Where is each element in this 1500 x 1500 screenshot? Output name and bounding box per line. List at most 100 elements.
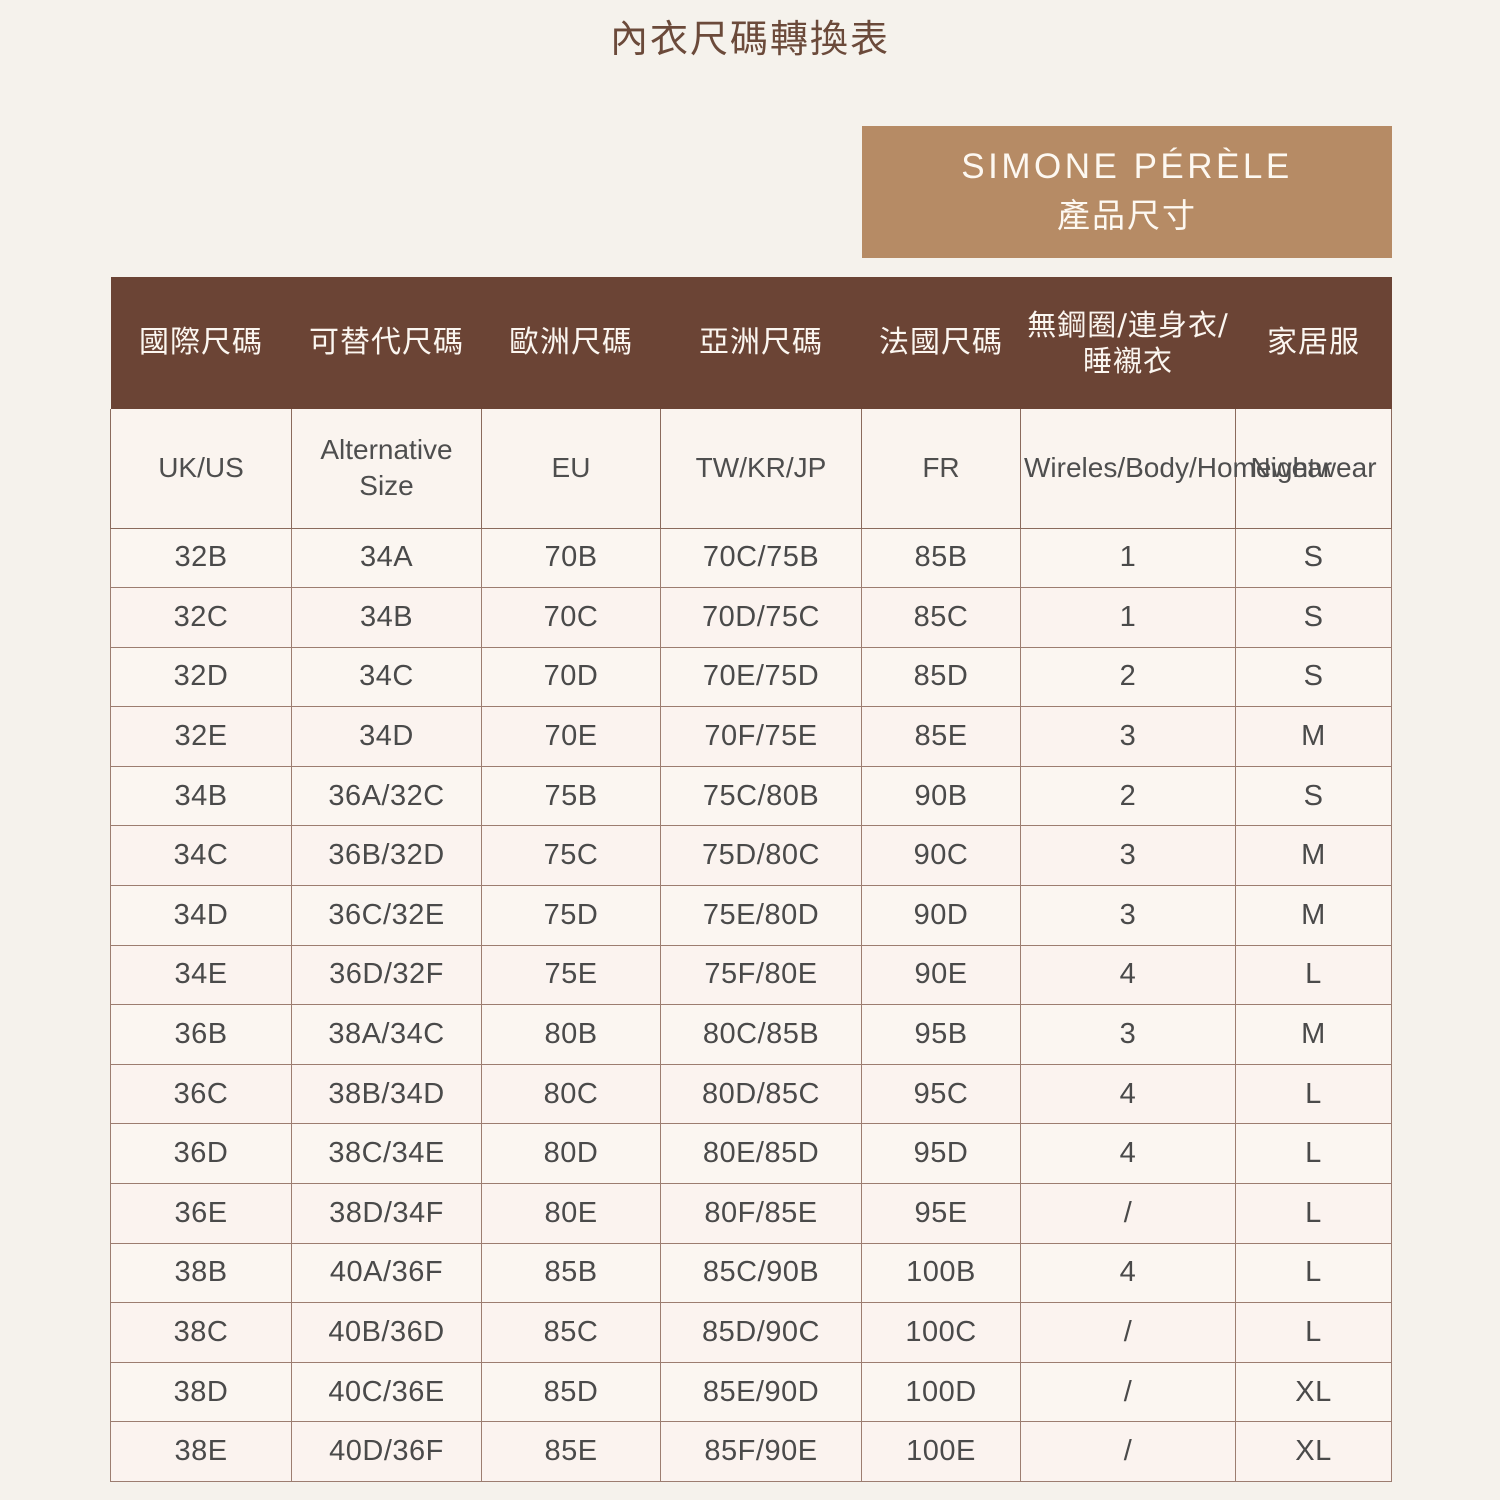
cell-alternative: 38A/34C — [291, 1004, 482, 1065]
cell-fr: 95C — [861, 1063, 1021, 1125]
table-head: 國際尺碼 可替代尺碼 歐洲尺碼 亞洲尺碼 法國尺碼 無鋼圈/連身衣/睡襯衣 家居… — [110, 277, 1392, 529]
cell-tw-kr-jp: 80F/85E — [660, 1183, 862, 1244]
cell-fr: 85D — [861, 646, 1021, 708]
cell-tw-kr-jp: 80E/85D — [660, 1123, 862, 1185]
cell-eu: 75E — [481, 944, 661, 1006]
cell-wireless-body-homewear: 4 — [1020, 1242, 1236, 1304]
brand-name: SIMONE PÉRÈLE — [961, 147, 1293, 186]
cell-wireless-body-homewear: / — [1020, 1361, 1236, 1423]
table-row: 36D 38C/34E 80D 80E/85D 95D 4 L — [110, 1123, 1392, 1185]
cell-wireless-body-homewear: 3 — [1020, 706, 1236, 767]
header-asian-size: 亞洲尺碼 — [660, 277, 862, 409]
cell-nightwear: S — [1235, 587, 1392, 648]
brand-subtitle: 產品尺寸 — [1057, 196, 1197, 235]
table-row: 38E 40D/36F 85E 85F/90E 100E / XL — [110, 1421, 1392, 1482]
cell-tw-kr-jp: 80D/85C — [660, 1063, 862, 1125]
cell-uk-us: 34C — [110, 825, 292, 887]
cell-uk-us: 36C — [110, 1063, 292, 1125]
cell-fr: 90C — [861, 825, 1021, 887]
cell-fr: 90B — [861, 765, 1021, 827]
cell-wireless-body-homewear: 1 — [1020, 587, 1236, 648]
subheader-wireless-body-homewear: Wireles/Body/Homewear — [1020, 409, 1332, 529]
cell-uk-us: 36D — [110, 1123, 292, 1185]
cell-nightwear: M — [1235, 825, 1392, 887]
subheader-tw-kr-jp: TW/KR/JP — [660, 409, 862, 529]
cell-tw-kr-jp: 75C/80B — [660, 765, 862, 827]
subheader-fr: FR — [861, 409, 1021, 529]
cell-alternative: 34B — [291, 587, 482, 648]
cell-alternative: 40B/36D — [291, 1302, 482, 1363]
table-row: 32B 34A 70B 70C/75B 85B 1 S — [110, 527, 1392, 589]
header-alternative-size: 可替代尺碼 — [291, 277, 482, 409]
cell-eu: 70D — [481, 646, 661, 708]
cell-tw-kr-jp: 85F/90E — [660, 1421, 862, 1482]
cell-eu: 80B — [481, 1004, 661, 1065]
cell-nightwear: M — [1235, 1004, 1392, 1065]
cell-fr: 100D — [861, 1361, 1021, 1423]
cell-eu: 75D — [481, 885, 661, 946]
cell-wireless-body-homewear: 3 — [1020, 825, 1236, 887]
cell-eu: 75B — [481, 765, 661, 827]
table-row: 36B 38A/34C 80B 80C/85B 95B 3 M — [110, 1004, 1392, 1065]
cell-nightwear: L — [1235, 1183, 1392, 1244]
header-homewear: 家居服 — [1235, 277, 1392, 409]
cell-alternative: 36D/32F — [291, 944, 482, 1006]
cell-alternative: 36C/32E — [291, 885, 482, 946]
header-international-size: 國際尺碼 — [110, 277, 292, 409]
cell-alternative: 40C/36E — [291, 1361, 482, 1423]
cell-uk-us: 38C — [110, 1302, 292, 1363]
subheader-uk-us: UK/US — [110, 409, 292, 529]
cell-nightwear: M — [1235, 885, 1392, 946]
cell-fr: 95E — [861, 1183, 1021, 1244]
cell-eu: 85B — [481, 1242, 661, 1304]
subheader-eu: EU — [481, 409, 661, 529]
cell-fr: 85B — [861, 527, 1021, 589]
cell-alternative: 34C — [291, 646, 482, 708]
table-row: 36E 38D/34F 80E 80F/85E 95E / L — [110, 1183, 1392, 1244]
cell-fr: 100E — [861, 1421, 1021, 1482]
cell-wireless-body-homewear: 2 — [1020, 765, 1236, 827]
cell-tw-kr-jp: 70D/75C — [660, 587, 862, 648]
cell-eu: 80E — [481, 1183, 661, 1244]
cell-nightwear: L — [1235, 1302, 1392, 1363]
table-row: 32E 34D 70E 70F/75E 85E 3 M — [110, 706, 1392, 767]
cell-uk-us: 36B — [110, 1004, 292, 1065]
header-european-size: 歐洲尺碼 — [481, 277, 661, 409]
cell-tw-kr-jp: 75E/80D — [660, 885, 862, 946]
cell-tw-kr-jp: 75D/80C — [660, 825, 862, 887]
table-row: 34C 36B/32D 75C 75D/80C 90C 3 M — [110, 825, 1392, 887]
cell-wireless-body-homewear: 2 — [1020, 646, 1236, 708]
cell-uk-us: 34E — [110, 944, 292, 1006]
cell-wireless-body-homewear: 3 — [1020, 1004, 1236, 1065]
cell-uk-us: 32E — [110, 706, 292, 767]
size-conversion-table: 國際尺碼 可替代尺碼 歐洲尺碼 亞洲尺碼 法國尺碼 無鋼圈/連身衣/睡襯衣 家居… — [110, 277, 1392, 1482]
cell-tw-kr-jp: 85D/90C — [660, 1302, 862, 1363]
brand-banner: SIMONE PÉRÈLE 產品尺寸 — [862, 126, 1392, 258]
cell-fr: 100C — [861, 1302, 1021, 1363]
cell-nightwear: S — [1235, 646, 1392, 708]
table-row: 34D 36C/32E 75D 75E/80D 90D 3 M — [110, 885, 1392, 946]
cell-wireless-body-homewear: / — [1020, 1302, 1236, 1363]
cell-nightwear: S — [1235, 527, 1392, 589]
cell-wireless-body-homewear: 3 — [1020, 885, 1236, 946]
cell-uk-us: 38B — [110, 1242, 292, 1304]
header-row-main: 國際尺碼 可替代尺碼 歐洲尺碼 亞洲尺碼 法國尺碼 無鋼圈/連身衣/睡襯衣 家居… — [110, 277, 1392, 409]
cell-uk-us: 32B — [110, 527, 292, 589]
cell-alternative: 34A — [291, 527, 482, 589]
cell-fr: 95D — [861, 1123, 1021, 1185]
cell-fr: 90E — [861, 944, 1021, 1006]
cell-eu: 80D — [481, 1123, 661, 1185]
cell-nightwear: L — [1235, 1063, 1392, 1125]
table-body: 32B 34A 70B 70C/75B 85B 1 S 32C 34B 70C 70D/75C 85C… — [110, 527, 1392, 1482]
cell-wireless-body-homewear: / — [1020, 1183, 1236, 1244]
cell-nightwear: M — [1235, 706, 1392, 767]
table-row: 34E 36D/32F 75E 75F/80E 90E 4 L — [110, 944, 1392, 1006]
cell-eu: 80C — [481, 1063, 661, 1125]
cell-nightwear: XL — [1235, 1361, 1392, 1423]
table-row: 32D 34C 70D 70E/75D 85D 2 S — [110, 646, 1392, 708]
subheader-nightwear: Nightwear — [1235, 409, 1392, 529]
cell-eu: 85C — [481, 1302, 661, 1363]
cell-uk-us: 32D — [110, 646, 292, 708]
cell-tw-kr-jp: 80C/85B — [660, 1004, 862, 1065]
